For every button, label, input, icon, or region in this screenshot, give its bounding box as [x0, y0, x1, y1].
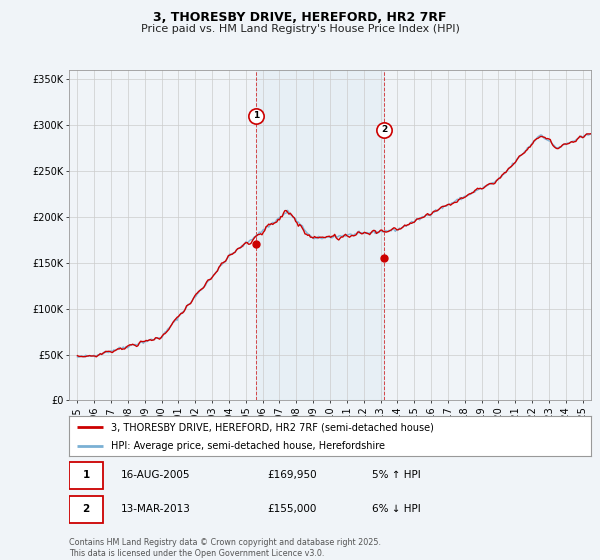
Text: 6% ↓ HPI: 6% ↓ HPI	[372, 505, 421, 515]
FancyBboxPatch shape	[69, 496, 103, 522]
Text: 1: 1	[82, 470, 89, 480]
Text: Contains HM Land Registry data © Crown copyright and database right 2025.
This d: Contains HM Land Registry data © Crown c…	[69, 538, 381, 558]
Text: 5% ↑ HPI: 5% ↑ HPI	[372, 470, 421, 480]
Text: 13-MAR-2013: 13-MAR-2013	[121, 505, 191, 515]
Bar	[256, 70, 384, 400]
Text: £169,950: £169,950	[268, 470, 317, 480]
Text: £155,000: £155,000	[268, 505, 317, 515]
Text: HPI: Average price, semi-detached house, Herefordshire: HPI: Average price, semi-detached house,…	[111, 441, 385, 451]
Text: 2: 2	[82, 505, 89, 515]
Text: 2: 2	[381, 125, 387, 134]
Text: 16-AUG-2005: 16-AUG-2005	[121, 470, 191, 480]
Text: 3, THORESBY DRIVE, HEREFORD, HR2 7RF: 3, THORESBY DRIVE, HEREFORD, HR2 7RF	[153, 11, 447, 24]
Text: Price paid vs. HM Land Registry's House Price Index (HPI): Price paid vs. HM Land Registry's House …	[140, 24, 460, 34]
Text: 3, THORESBY DRIVE, HEREFORD, HR2 7RF (semi-detached house): 3, THORESBY DRIVE, HEREFORD, HR2 7RF (se…	[111, 422, 434, 432]
FancyBboxPatch shape	[69, 462, 103, 488]
Text: 1: 1	[253, 111, 259, 120]
